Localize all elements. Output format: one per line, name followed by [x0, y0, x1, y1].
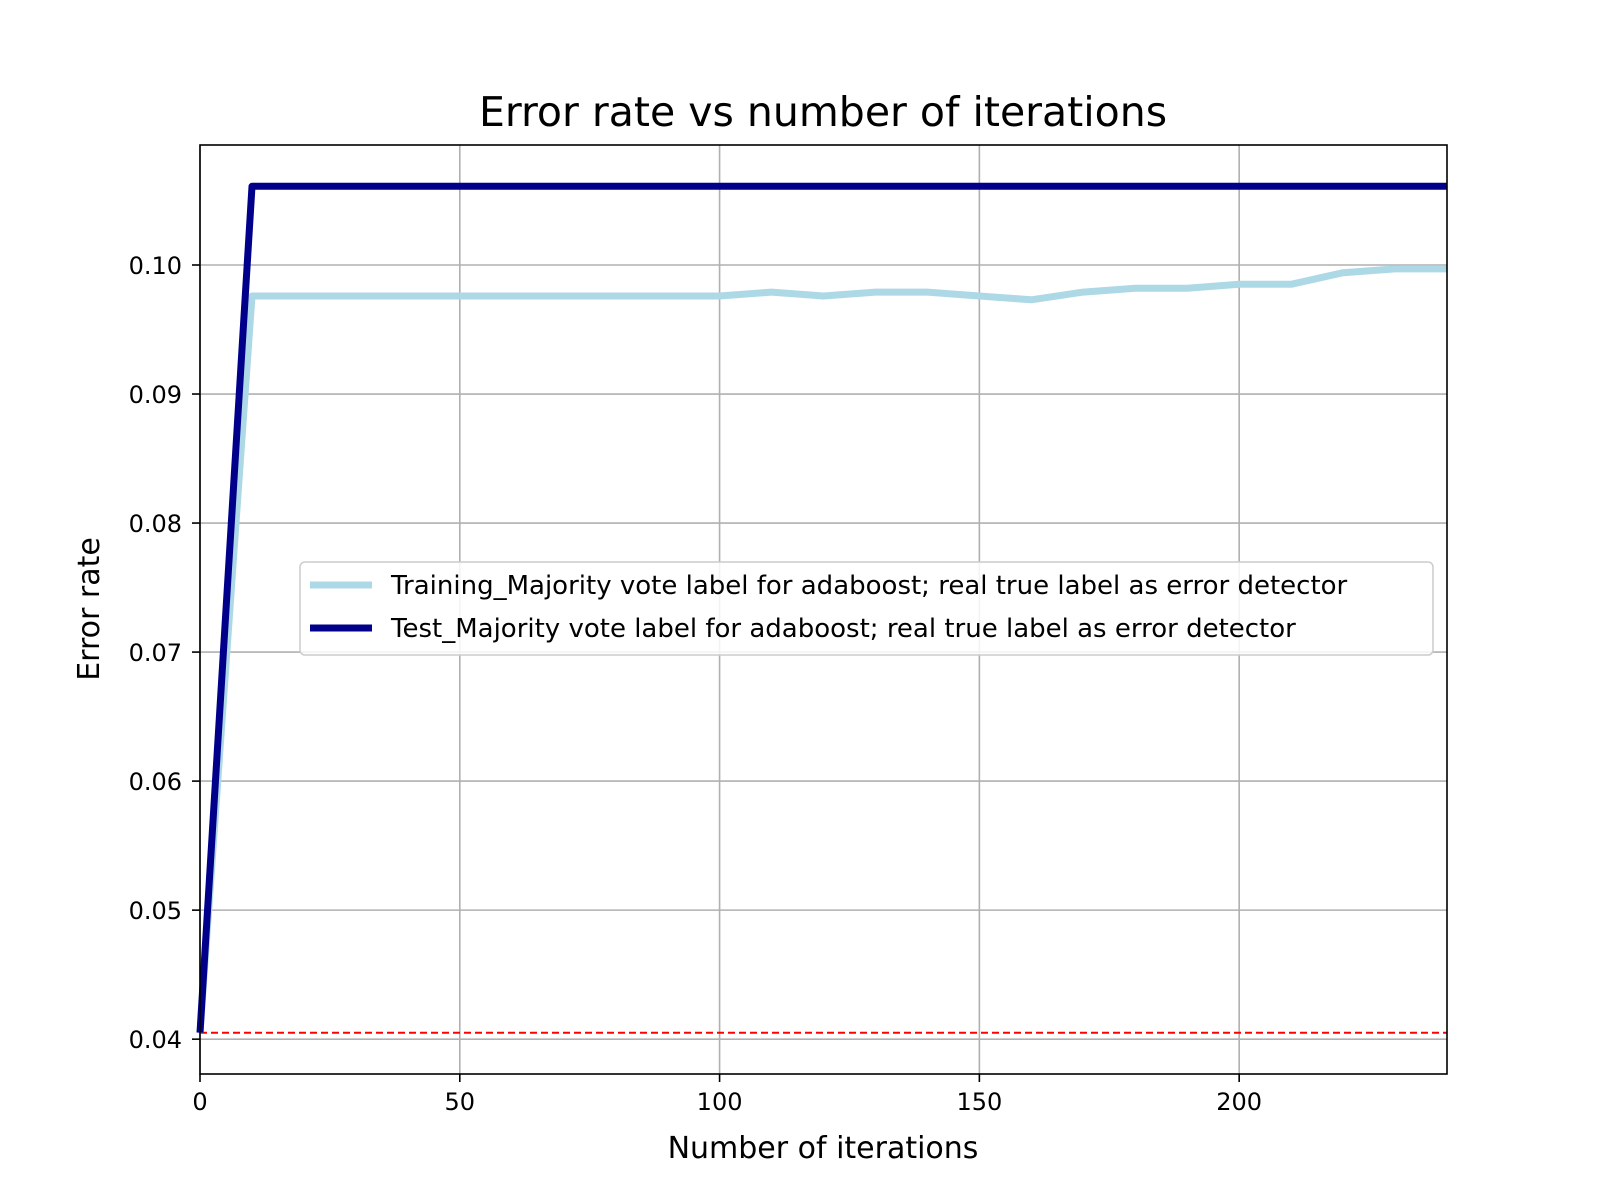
y-tick-label: 0.09 [129, 381, 182, 409]
y-tick-label: 0.10 [129, 252, 182, 280]
x-tick-label: 200 [1216, 1088, 1262, 1116]
y-axis-ticks: 0.04 0.05 0.06 0.07 0.08 0.09 0.10 [129, 252, 200, 1054]
x-tick-label: 100 [697, 1088, 743, 1116]
legend-label-training: Training_Majority vote label for adaboos… [390, 571, 1348, 601]
legend-box [299, 561, 1434, 656]
y-tick-label: 0.05 [129, 897, 182, 925]
series-lines [196, 182, 1447, 1033]
plot-frame [199, 144, 1448, 1075]
y-tick-label: 0.04 [129, 1026, 182, 1054]
x-tick-label: 150 [956, 1088, 1002, 1116]
x-tick-label: 0 [192, 1088, 207, 1116]
x-tick-label: 50 [445, 1088, 476, 1116]
y-tick-label: 0.06 [129, 768, 182, 796]
training-series-line [196, 265, 1447, 1033]
chart-title: Error rate vs number of iterations [479, 88, 1167, 136]
y-tick-label: 0.07 [129, 639, 182, 667]
legend: Training_Majority vote label for adaboos… [299, 561, 1434, 656]
legend-label-test: Test_Majority vote label for adaboost; r… [390, 614, 1296, 644]
x-axis-ticks: 0 50 100 150 200 [192, 1074, 1262, 1116]
test-series-line [196, 182, 1447, 1033]
y-tick-label: 0.08 [129, 510, 182, 538]
x-axis-label: Number of iterations [668, 1131, 979, 1166]
y-axis-label: Error rate [72, 537, 107, 681]
